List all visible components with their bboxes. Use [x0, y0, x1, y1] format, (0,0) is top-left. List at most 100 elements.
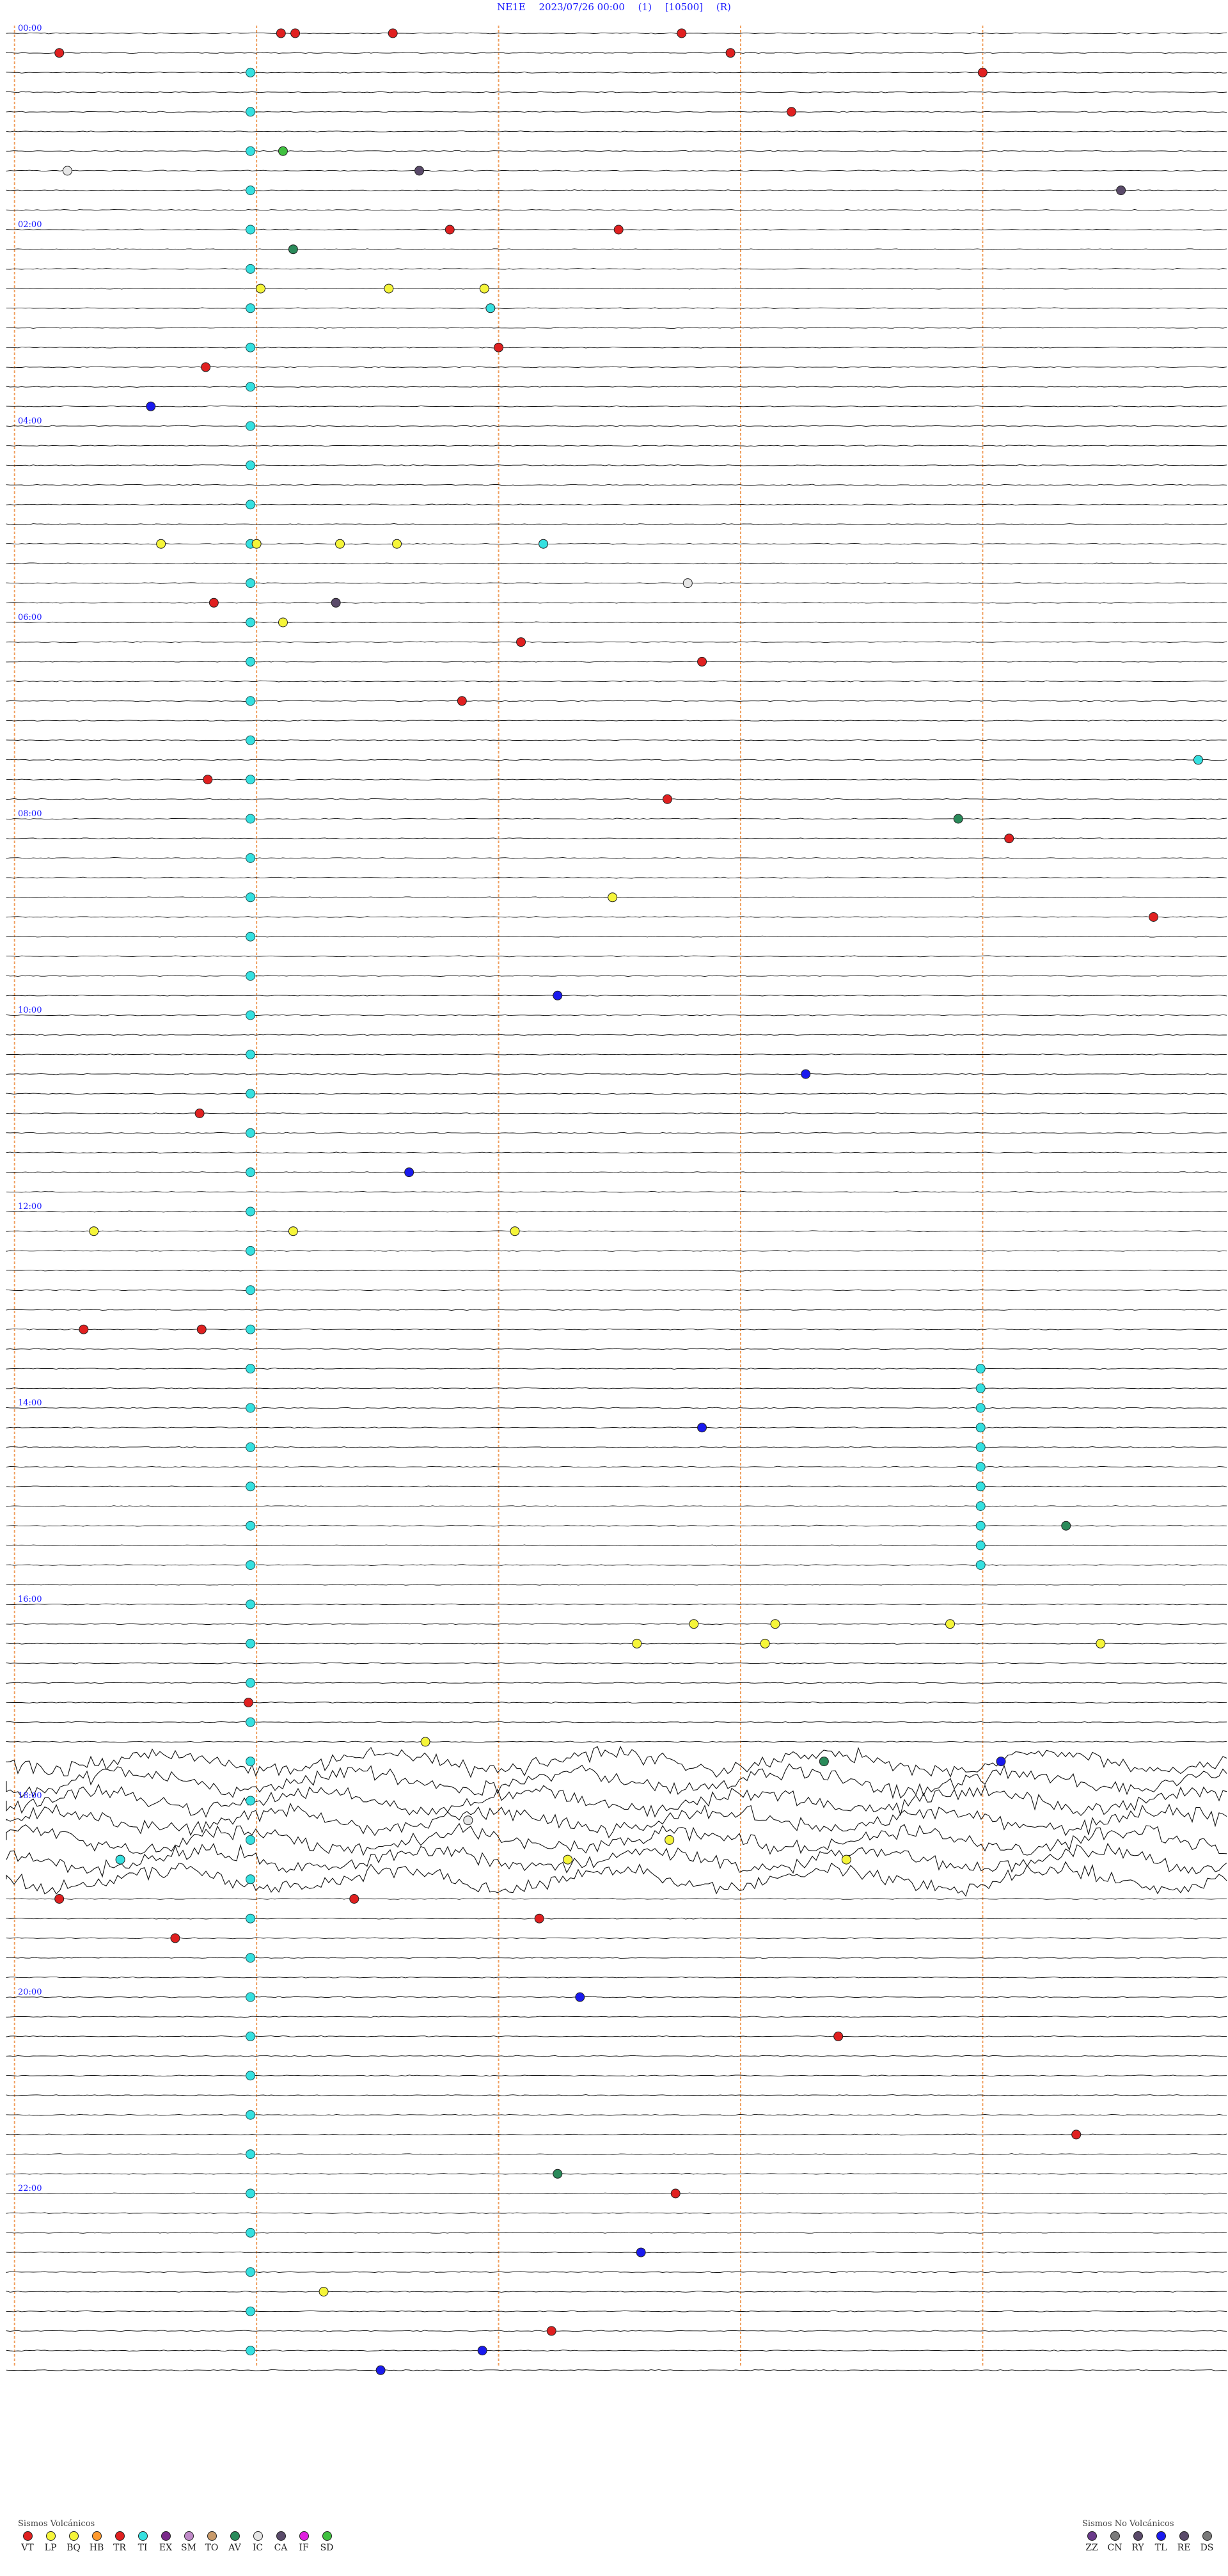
helicorder-plot: 00:00 02:00 04:00 06:00 08:00 10:00 12:00 14:00…	[6, 24, 1227, 2375]
trace-row	[6, 1623, 1227, 1625]
trace-row	[6, 464, 1227, 466]
trace-row	[6, 287, 1227, 290]
event-marker-ti	[246, 2031, 256, 2041]
event-marker-lp	[689, 1619, 699, 1629]
event-marker-ti	[975, 1540, 986, 1551]
trace-row	[6, 1289, 1227, 1292]
trace-row	[6, 955, 1227, 958]
trace-row	[6, 1721, 1227, 1723]
event-marker-ti	[246, 1835, 256, 1845]
trace-row	[6, 1112, 1227, 1114]
trace-row	[6, 1368, 1227, 1370]
legend-label: TI	[138, 2543, 148, 2553]
event-marker-vt	[786, 107, 796, 117]
legend-swatch	[322, 2531, 332, 2541]
event-marker-ti	[975, 1442, 986, 1452]
trace-row	[6, 1937, 1227, 1940]
trace-row	[6, 739, 1227, 741]
legend-label: SM	[181, 2543, 196, 2553]
trace-row	[6, 1034, 1227, 1036]
event-marker-tl	[575, 1992, 585, 2002]
legend-volcanic-item-to: TO	[202, 2531, 221, 2553]
hour-tick-label: 14:00	[18, 1398, 42, 1408]
legend-swatch	[1156, 2531, 1166, 2541]
event-marker-vt	[276, 28, 286, 38]
event-marker-tl	[404, 1167, 414, 1178]
event-marker-av	[1061, 1521, 1071, 1531]
event-marker-ti	[975, 1501, 986, 1511]
trace-row	[6, 680, 1227, 683]
trace-row	[6, 542, 1227, 545]
event-marker-lp	[420, 1737, 430, 1747]
trace-row	[6, 1132, 1227, 1134]
event-marker-lp	[319, 2287, 329, 2296]
trace-row	[6, 1151, 1227, 1154]
event-marker-vt	[457, 696, 467, 706]
event-marker-vt	[613, 225, 624, 235]
event-marker-vt	[1004, 834, 1014, 844]
hour-tick-label: 16:00	[18, 1595, 42, 1604]
event-marker-ic	[62, 166, 72, 176]
event-marker-ti	[246, 1796, 256, 1806]
trace-row	[6, 1250, 1227, 1252]
event-marker-ti	[246, 107, 256, 117]
trace-row	[6, 916, 1227, 918]
legend-swatch	[207, 2531, 217, 2541]
trace-row	[6, 1822, 1227, 1856]
legend-nonvolcanic-item-tl: TL	[1151, 2531, 1170, 2553]
hour-tick-label: 18:00	[18, 1791, 42, 1801]
trace-row	[6, 1763, 1227, 1799]
event-marker-vt	[697, 656, 707, 667]
trace-row	[6, 2016, 1227, 2018]
event-marker-ti	[246, 1442, 256, 1452]
trace-row	[6, 2055, 1227, 2057]
event-marker-ti	[115, 1854, 125, 1865]
event-marker-tl	[477, 2346, 487, 2356]
trace-row	[6, 1505, 1227, 1507]
hour-tick-label: 08:00	[18, 809, 42, 819]
event-marker-vt	[445, 225, 455, 235]
event-marker-ti	[975, 1482, 986, 1492]
trace-row	[6, 386, 1227, 388]
trace-row	[6, 935, 1227, 938]
legend-volcanic-item-hb: HB	[87, 2531, 106, 2553]
event-marker-ti	[246, 1599, 256, 1609]
scale-label: [10500]	[665, 1, 704, 13]
event-marker-lp	[384, 283, 394, 294]
event-marker-ti	[246, 1364, 256, 1374]
event-marker-vt	[194, 1109, 205, 1118]
legend-nonvolcanic-item-ry: RY	[1128, 2531, 1147, 2553]
event-marker-ti	[246, 696, 256, 706]
event-marker-ti	[246, 853, 256, 863]
datetime-label: 2023/07/26 00:00	[539, 1, 625, 13]
legend-label: EX	[159, 2543, 173, 2553]
event-marker-vt	[196, 1324, 207, 1334]
legend-volcanic-item-ca: CA	[271, 2531, 290, 2553]
legend-swatch	[276, 2531, 286, 2541]
event-marker-lp	[156, 539, 166, 549]
trace-row	[6, 621, 1227, 624]
trace-row	[6, 1446, 1227, 1448]
event-marker-vt	[54, 1894, 65, 1904]
trace-row	[6, 111, 1227, 113]
trace-row	[6, 170, 1227, 172]
event-marker-vt	[534, 1913, 544, 1924]
event-marker-vt	[546, 2326, 556, 2336]
trace-row	[6, 1544, 1227, 1547]
event-marker-ti	[246, 1913, 256, 1924]
trace-row	[6, 445, 1227, 447]
event-marker-vt	[170, 1933, 180, 1943]
hour-tick-label: 00:00	[18, 24, 42, 33]
event-marker-ti	[246, 1206, 256, 1217]
event-marker-ti	[246, 1049, 256, 1059]
event-marker-lp	[278, 617, 288, 628]
event-marker-ti	[975, 1383, 986, 1393]
trace-row	[6, 52, 1227, 54]
event-marker-vt	[725, 48, 736, 58]
event-marker-lp	[1096, 1638, 1106, 1648]
hour-tick-label: 12:00	[18, 1202, 42, 1212]
trace-row	[6, 248, 1227, 251]
trace-row	[6, 1803, 1227, 1838]
trace-row	[6, 778, 1227, 780]
legend-swatch	[299, 2531, 309, 2541]
